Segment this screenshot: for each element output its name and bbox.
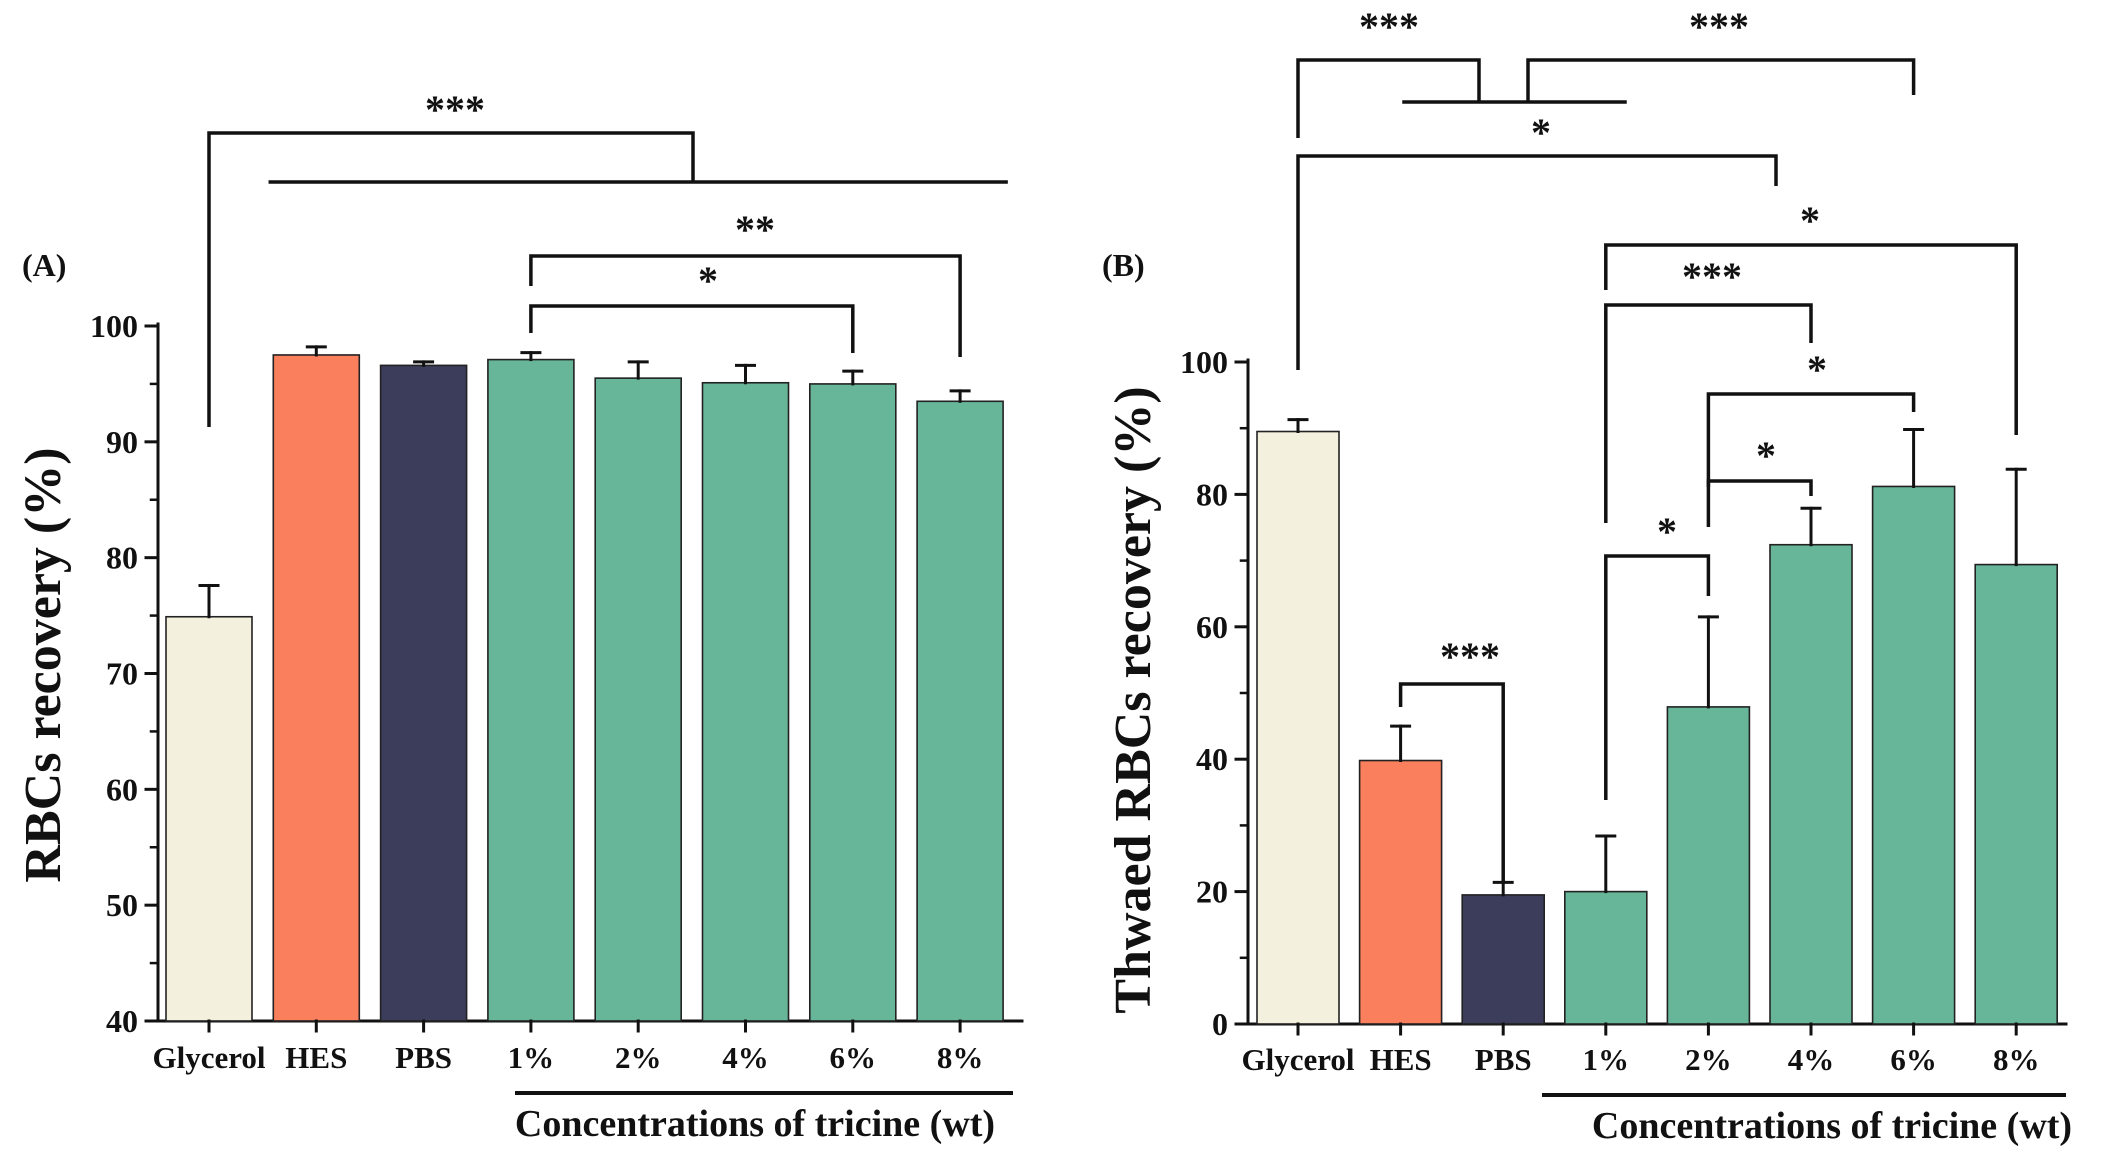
- panel-a-sig-label-2: **: [735, 207, 775, 252]
- panel-b-category-label: Glycerol: [1241, 1042, 1354, 1077]
- panel-a-y-tick-label: 90: [106, 424, 138, 460]
- panel-b-label: (B): [1102, 247, 1145, 283]
- panel-b-bracket-glycerol-vs-4pct: [1296, 154, 1778, 370]
- panel-b-bar-5: [1666, 706, 1751, 1025]
- panel-a-y-tick-label: 70: [106, 656, 138, 692]
- panel-b-y-tick-label: 20: [1196, 874, 1228, 910]
- panel-a-bracket-1pct-vs-8pct: [529, 254, 962, 357]
- panel-a-bar-2: [272, 354, 361, 1022]
- panel-a-y-axis-title: RBCs recovery (%): [15, 447, 72, 882]
- panel-b-y-tick-label: 0: [1212, 1006, 1228, 1042]
- panel-b-y-tick-label: 40: [1196, 741, 1228, 777]
- panel-b-bracket-1pct-vs-8pct: [1604, 243, 2018, 435]
- panel-b-sig-label-7: *: [1756, 433, 1776, 478]
- panel-b-bar-3: [1461, 894, 1545, 1025]
- panel-b-sig-label-1: ***: [1359, 4, 1419, 49]
- panel-b-bar-1: [1256, 430, 1340, 1025]
- panel-b-y-tick-label: 100: [1180, 344, 1228, 380]
- panel-b-bar-8: [1974, 563, 2058, 1025]
- panel-a-bar-8: [916, 400, 1004, 1022]
- panel-a-category-label: PBS: [395, 1040, 452, 1075]
- panel-a-sig-label-3: *: [698, 258, 718, 303]
- panel-a-category-label: 2%: [615, 1040, 662, 1075]
- panel-b-sig-label-8: *: [1657, 509, 1677, 554]
- panel-a-bracket-glycerol-vs-rest: [207, 131, 695, 427]
- panel-a-category-label: 6%: [830, 1040, 877, 1075]
- panel-b-bracket-1pct-vs-2pct: [1604, 554, 1711, 800]
- panel-b-category-label: 2%: [1685, 1042, 1732, 1077]
- panel-a-category-label: 1%: [508, 1040, 555, 1075]
- panel-b: (B) Thwaed RBCs recovery (%) Concentrati…: [1102, 4, 2072, 1147]
- panel-a-bracket-1pct-vs-6pct: [529, 304, 855, 353]
- panel-b-sig-label-6: *: [1807, 347, 1827, 392]
- panel-b-bracket-control-vs-6pct: [1526, 58, 1916, 102]
- panel-b-sig-label-9: ***: [1440, 634, 1500, 679]
- panel-a-label: (A): [22, 247, 66, 283]
- panel-b-category-label: PBS: [1475, 1042, 1532, 1077]
- panel-a-sig-label-1: ***: [425, 87, 485, 132]
- panel-a-category-label: HES: [285, 1040, 347, 1075]
- panel-a-bar-6: [701, 381, 790, 1022]
- panel-a: (A) RBCs recovery (%) Concentrations of …: [15, 87, 1024, 1145]
- panel-a-y-tick-label: 50: [106, 887, 138, 923]
- panel-b-bracket-2pct-vs-6pct: [1706, 392, 1916, 487]
- panel-b-category-label: 1%: [1583, 1042, 1630, 1077]
- panel-b-x-axis-title: Concentrations of tricine (wt): [1592, 1105, 2072, 1147]
- panel-a-bar-3: [379, 364, 468, 1022]
- panel-b-category-label: 4%: [1788, 1042, 1835, 1077]
- panel-b-sig-label-3: *: [1531, 110, 1551, 155]
- panel-b-bracket-2pct-vs-4pct: [1706, 479, 1813, 527]
- panel-a-bar-4: [487, 358, 575, 1022]
- panel-a-bar-5: [594, 377, 683, 1022]
- panel-b-sig-label-2: ***: [1689, 4, 1749, 49]
- panel-a-x-axis-title: Concentrations of tricine (wt): [515, 1103, 995, 1145]
- panel-b-y-axis-title: Thwaed RBCs recovery (%): [1105, 386, 1162, 1013]
- panel-a-bar-1: [165, 615, 253, 1022]
- panel-b-bar-7: [1871, 485, 1956, 1025]
- panel-a-category-label: 4%: [722, 1040, 769, 1075]
- panel-b-bar-2: [1358, 759, 1443, 1025]
- panel-a-y-tick-label: 80: [106, 540, 138, 576]
- panel-b-y-tick-label: 60: [1196, 609, 1228, 645]
- panel-b-category-label: 6%: [1890, 1042, 1937, 1077]
- panel-a-y-tick-label: 100: [90, 308, 138, 344]
- panel-a-category-label: 8%: [937, 1040, 984, 1075]
- panel-b-bar-4: [1564, 890, 1648, 1025]
- panel-b-bracket-hes-vs-pbs: [1398, 682, 1505, 884]
- panel-b-category-label: HES: [1370, 1042, 1432, 1077]
- panel-a-y-tick-label: 40: [106, 1003, 138, 1039]
- panel-b-y-tick-label: 80: [1196, 476, 1228, 512]
- panel-b-bracket-1pct-vs-4pct: [1604, 303, 1813, 523]
- panel-b-sig-label-5: ***: [1682, 254, 1742, 299]
- panel-a-category-label: Glycerol: [152, 1040, 265, 1075]
- panel-a-bar-7: [808, 383, 897, 1022]
- panel-b-bracket-glycerol-vs-hes-pbs: [1296, 58, 1481, 138]
- panel-b-sig-label-4: *: [1800, 198, 1820, 243]
- panel-a-y-tick-label: 60: [106, 771, 138, 807]
- panel-b-bar-6: [1769, 543, 1853, 1025]
- panel-b-category-label: 8%: [1993, 1042, 2040, 1077]
